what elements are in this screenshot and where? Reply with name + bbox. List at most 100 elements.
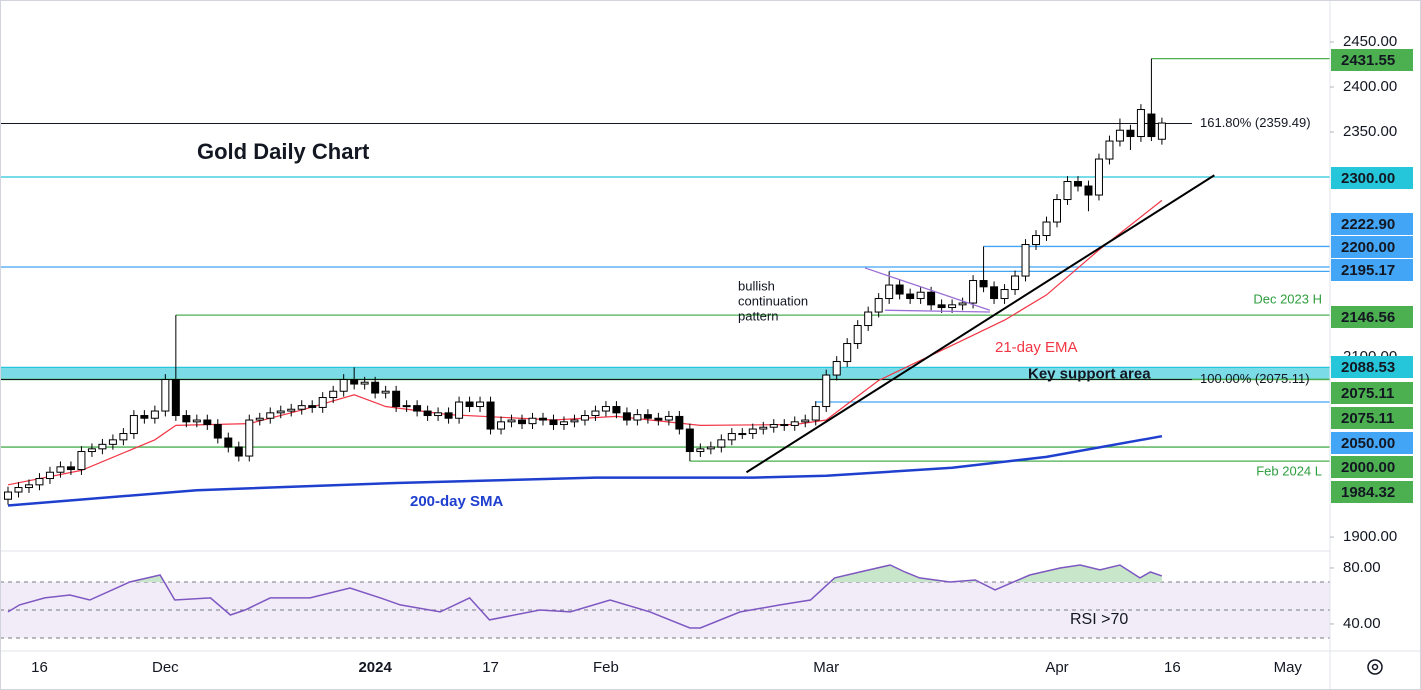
pattern-label: pattern [738,308,778,323]
candle-body [108,439,117,445]
candle-body [1011,275,1020,291]
candle-body [1157,122,1166,140]
candle-body [843,343,852,363]
candle-body [1021,244,1030,277]
candle-body [927,291,936,306]
candle-body [35,478,44,486]
moving-average-label: 21-day EMA [995,339,1078,356]
candle-body [213,424,222,439]
candle-body [864,311,873,327]
candle-body [1126,129,1135,138]
rsi-label: RSI >70 [1070,611,1128,628]
fib-label: 100.00% (2075.11) [1200,371,1310,386]
trendline [745,174,1215,474]
candle-body [895,284,904,295]
candle-body [161,379,170,412]
candle-body [528,417,537,425]
candle-body [580,415,589,421]
candle-body [392,390,401,408]
candle-body [318,397,327,408]
gear-inner[interactable] [1371,663,1379,671]
candle-body [518,419,527,425]
candle-body [769,424,778,428]
candle-body [1105,140,1114,160]
candle-body [1115,129,1124,142]
candle-body [455,401,464,419]
candle-body [748,428,757,435]
x-tick-label: May [1274,659,1303,676]
candle-body [822,374,831,408]
support-zone [0,367,1330,380]
price-label-box [1331,259,1413,281]
candle-body [654,417,663,421]
price-label-box [1331,167,1413,189]
price-label-box [1331,382,1413,404]
candle-body [486,401,495,430]
candle-body [601,406,610,412]
level-note: Feb 2024 L [1256,464,1322,479]
price-label: 2088.53 [1341,359,1395,376]
x-tick-label: 16 [31,659,48,676]
candle-body [371,381,380,394]
y-tick-label: 1900.00 [1343,528,1397,545]
candle-body [360,381,369,385]
candle-body [287,408,296,412]
candle-body [811,406,820,421]
candle-body [87,448,96,453]
candle-body [780,424,789,427]
price-label-box [1331,236,1413,258]
candle-body [759,426,768,430]
candle-body [434,412,443,417]
price-label-box [1331,356,1413,378]
price-label: 2195.17 [1341,262,1395,279]
candle-body [832,361,841,376]
price-label-box [1331,432,1413,454]
candle-body [738,433,747,436]
candle-body [350,379,359,385]
candle-body [14,487,23,493]
candle-body [234,446,243,457]
candle-body [329,390,338,399]
candle-body [916,291,925,300]
x-tick-label: Feb [593,659,619,676]
candle-body [538,417,547,421]
candle-body [245,419,254,457]
y-tick-label: 2450.00 [1343,33,1397,50]
price-label: 2146.56 [1341,309,1395,326]
candle-body [874,298,883,313]
candle-body [1084,185,1093,196]
settings-icon[interactable] [1367,659,1383,675]
candle-body [643,414,652,419]
candle-body [906,293,915,300]
candle-body [549,419,558,426]
candle-body [790,421,799,426]
price-label: 2222.90 [1341,216,1395,233]
candle-body [570,419,579,423]
candle-body [56,466,65,473]
gear-outer[interactable] [1367,659,1383,675]
candle-body [969,280,978,304]
candle-body [297,405,306,410]
candle-body [853,325,862,345]
candle-body [465,401,474,408]
price-label-box [1331,407,1413,429]
fib-label: 161.80% (2359.49) [1200,115,1311,130]
candle-body [140,415,149,419]
candle-body [685,428,694,453]
candle-body [1136,109,1145,138]
candle-body [77,451,86,471]
candle-body [497,421,506,430]
candle-body [24,484,33,489]
pattern-label: continuation [738,293,808,308]
candle-body [958,302,967,306]
candle-body [476,401,485,408]
moving-average-label: 200-day SMA [410,493,504,510]
price-label-box [1331,481,1413,503]
candle-body [1000,289,1009,300]
candle-body [948,304,957,309]
candle-body [622,412,631,421]
candle-body [182,415,191,423]
candle-body [308,405,317,408]
candle-body [119,433,128,441]
candle-body [1094,158,1103,196]
